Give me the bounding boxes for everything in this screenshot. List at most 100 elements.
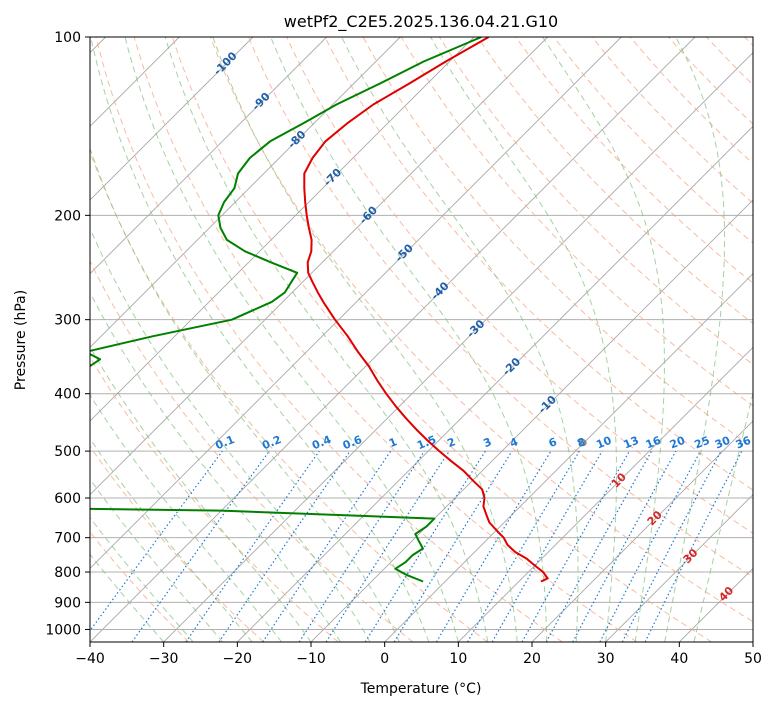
mixing-ratio-label: 2: [445, 435, 457, 450]
y-tick-label: 700: [54, 531, 81, 547]
mixing-ratio-label: 0.2: [260, 433, 283, 452]
y-tick-label: 200: [54, 208, 81, 224]
y-tick-label: 400: [54, 387, 81, 403]
dry-adiabat-line: [668, 37, 753, 125]
adiabat-label: -70: [321, 165, 344, 188]
adiabat-label: 10: [609, 470, 629, 490]
mixing-ratio-label: 20: [668, 434, 687, 452]
moist-adiabat-line: [90, 516, 194, 642]
skewed-isotherms: [90, 37, 753, 642]
dry-adiabat-line: [248, 37, 753, 578]
y-tick-label: 1000: [45, 622, 81, 638]
x-tick-label: −20: [223, 651, 253, 667]
dry-adiabat-line: [286, 37, 753, 534]
isotherm-line: [605, 494, 753, 642]
x-axis-ticks: −40 −30 −20 −10 0 10 20 30 40 50: [75, 642, 762, 667]
x-tick-label: −40: [75, 651, 105, 667]
mixing-ratio-label: 4: [508, 435, 520, 450]
moist-adiabat-line: [90, 291, 341, 642]
moist-adiabat-line: [270, 37, 548, 642]
isotherm-line: [163, 52, 753, 642]
mixing-ratio-line: [298, 450, 425, 642]
mixing-ratio-line: [364, 450, 486, 642]
adiabat-label: -50: [393, 241, 416, 264]
mixing-ratio-label: 36: [734, 434, 753, 452]
isotherm-line: [90, 37, 622, 569]
y-tick-label: 600: [54, 491, 81, 507]
x-axis-label: Temperature (°C): [360, 681, 482, 697]
dry-adiabat-line: [706, 37, 753, 86]
dry-adiabat-line: [90, 150, 488, 642]
mixing-ratio-label: 3: [481, 435, 493, 450]
moist-adiabat-line: [90, 478, 223, 642]
plot-frame: [89, 36, 754, 643]
mixing-ratio-label: 13: [622, 434, 641, 452]
mixing-ratio-line: [262, 450, 392, 642]
dry-adiabat-line: [171, 37, 712, 642]
x-tick-label: 40: [670, 651, 688, 667]
moist-adiabat-line: [341, 37, 579, 642]
mixing-ratio-line: [90, 450, 223, 632]
moist-adiabat-line: [664, 37, 726, 642]
mixing-ratio-label: 25: [693, 434, 712, 452]
y-tick-label: 300: [54, 313, 81, 329]
isotherm-line: [752, 641, 753, 642]
isotherm-line: [90, 37, 327, 275]
temperature-profile-line: [303, 37, 549, 583]
dry-adiabat-line: [133, 37, 638, 642]
x-tick-label: −30: [149, 651, 179, 667]
isotherm-line: [237, 125, 753, 642]
mixing-ratio-label: 6: [547, 435, 559, 450]
mixing-ratio-label: 0.6: [341, 433, 364, 452]
mixing-ratio-label: 0.1: [214, 433, 237, 452]
dry-adiabat-line: [744, 37, 753, 47]
isotherm-line: [458, 346, 753, 642]
mixing-ratio-label: 10: [594, 434, 613, 452]
moist-adiabat-line: [90, 345, 312, 642]
mixing-ratio-line: [185, 450, 320, 642]
mixing-ratio-label: 8: [575, 435, 587, 450]
dewpoint-profile-line: [90, 37, 482, 583]
dry-adiabat-line: [515, 37, 753, 284]
mixing-ratio-label: 16: [644, 434, 663, 452]
dry-adiabat-line: [90, 259, 414, 642]
moist-adiabat-line: [542, 37, 665, 642]
mixing-ratio-line: [325, 450, 450, 642]
x-tick-label: −10: [296, 651, 326, 667]
isotherm-line: [90, 37, 696, 642]
mixing-ratio-label: 0.4: [310, 433, 333, 452]
adiabat-label: 20: [645, 508, 665, 528]
y-tick-label: 900: [54, 595, 81, 611]
adiabat-label: -30: [464, 317, 487, 340]
adiabat-label: -10: [536, 393, 559, 416]
mixing-ratio-line: [572, 450, 677, 642]
y-tick-label: 500: [54, 444, 81, 460]
moist-adiabat-line: [693, 390, 753, 642]
x-tick-label: 10: [449, 651, 467, 667]
dry-adiabat-line: [210, 37, 753, 623]
mixing-ratio-line: [545, 450, 653, 642]
adiabat-label: 30: [681, 546, 701, 566]
adiabat-label: -90: [250, 90, 273, 113]
moist-adiabat-line: [212, 37, 518, 642]
mixing-ratio-line: [644, 450, 743, 642]
isotherm-line: [310, 199, 753, 642]
y-axis-label: Pressure (hPa): [13, 290, 29, 390]
moist-adiabat-line: [430, 37, 617, 642]
isotherm-line: [90, 37, 548, 496]
adiabat-label: -20: [500, 355, 523, 378]
dry-adiabat-line: [95, 37, 563, 642]
dry-adiabat-line: [477, 37, 753, 325]
mixing-ratio-line: [435, 450, 552, 642]
profile-series: [90, 37, 549, 583]
isotherm-line: [90, 37, 254, 201]
adiabat-label: -60: [357, 203, 380, 226]
mixing-ratio-line: [393, 450, 513, 642]
y-axis-ticks: 100 200 300 400 500 600 700 800 900 1000: [45, 30, 90, 638]
dry-adiabat-line: [591, 37, 753, 204]
dry-adiabat-line: [324, 37, 753, 491]
isotherm-line: [90, 37, 475, 422]
mixing-ratio-label: 30: [713, 434, 732, 452]
x-tick-label: 20: [523, 651, 541, 667]
